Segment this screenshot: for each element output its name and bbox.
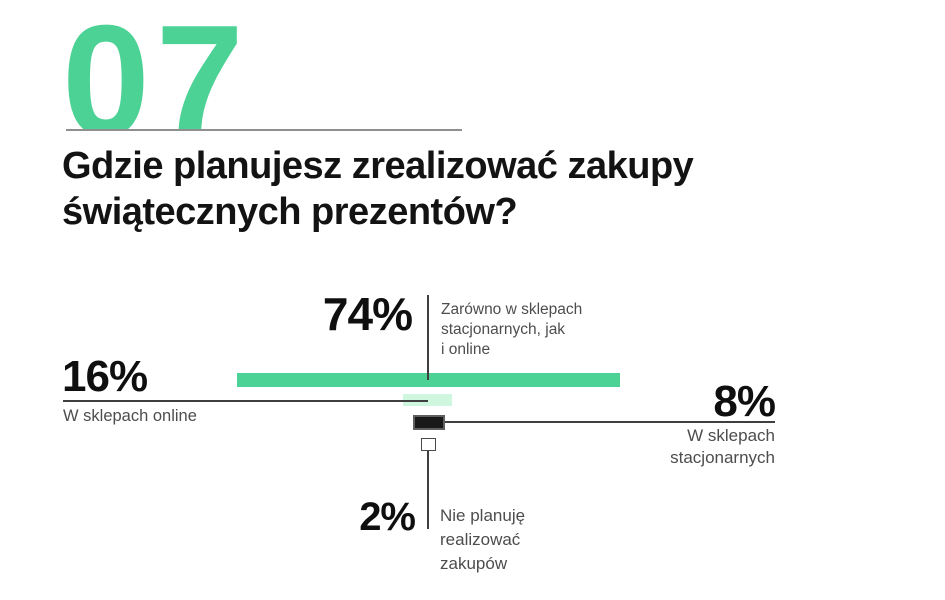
connector-online xyxy=(63,400,428,402)
connector-both-channels xyxy=(427,295,429,380)
section-number: 07 xyxy=(62,18,250,131)
value-stationary: 8% xyxy=(713,377,776,426)
bar-no-shopping xyxy=(421,438,436,451)
value-online: 16% xyxy=(62,352,148,401)
value-no-shopping: 2% xyxy=(359,495,416,539)
bar-stationary xyxy=(413,415,445,430)
label-no-shopping: Nie planuję realizować zakupów xyxy=(440,506,526,573)
connector-no-shopping xyxy=(427,450,429,529)
section-number-clip: 07 xyxy=(62,18,362,131)
connector-stationary xyxy=(429,421,775,423)
section-underline xyxy=(66,129,462,131)
bar-both-channels xyxy=(237,373,620,387)
value-both-channels: 74% xyxy=(322,288,413,340)
page-title: Gdzie planujesz zrealizować zakupy świąt… xyxy=(62,145,694,234)
label-stationary: W sklepach stacjonarnych xyxy=(670,426,775,467)
label-online: W sklepach online xyxy=(63,407,197,425)
label-both-channels: Zarówno w sklepach stacjonarnych, jak i … xyxy=(441,301,583,358)
